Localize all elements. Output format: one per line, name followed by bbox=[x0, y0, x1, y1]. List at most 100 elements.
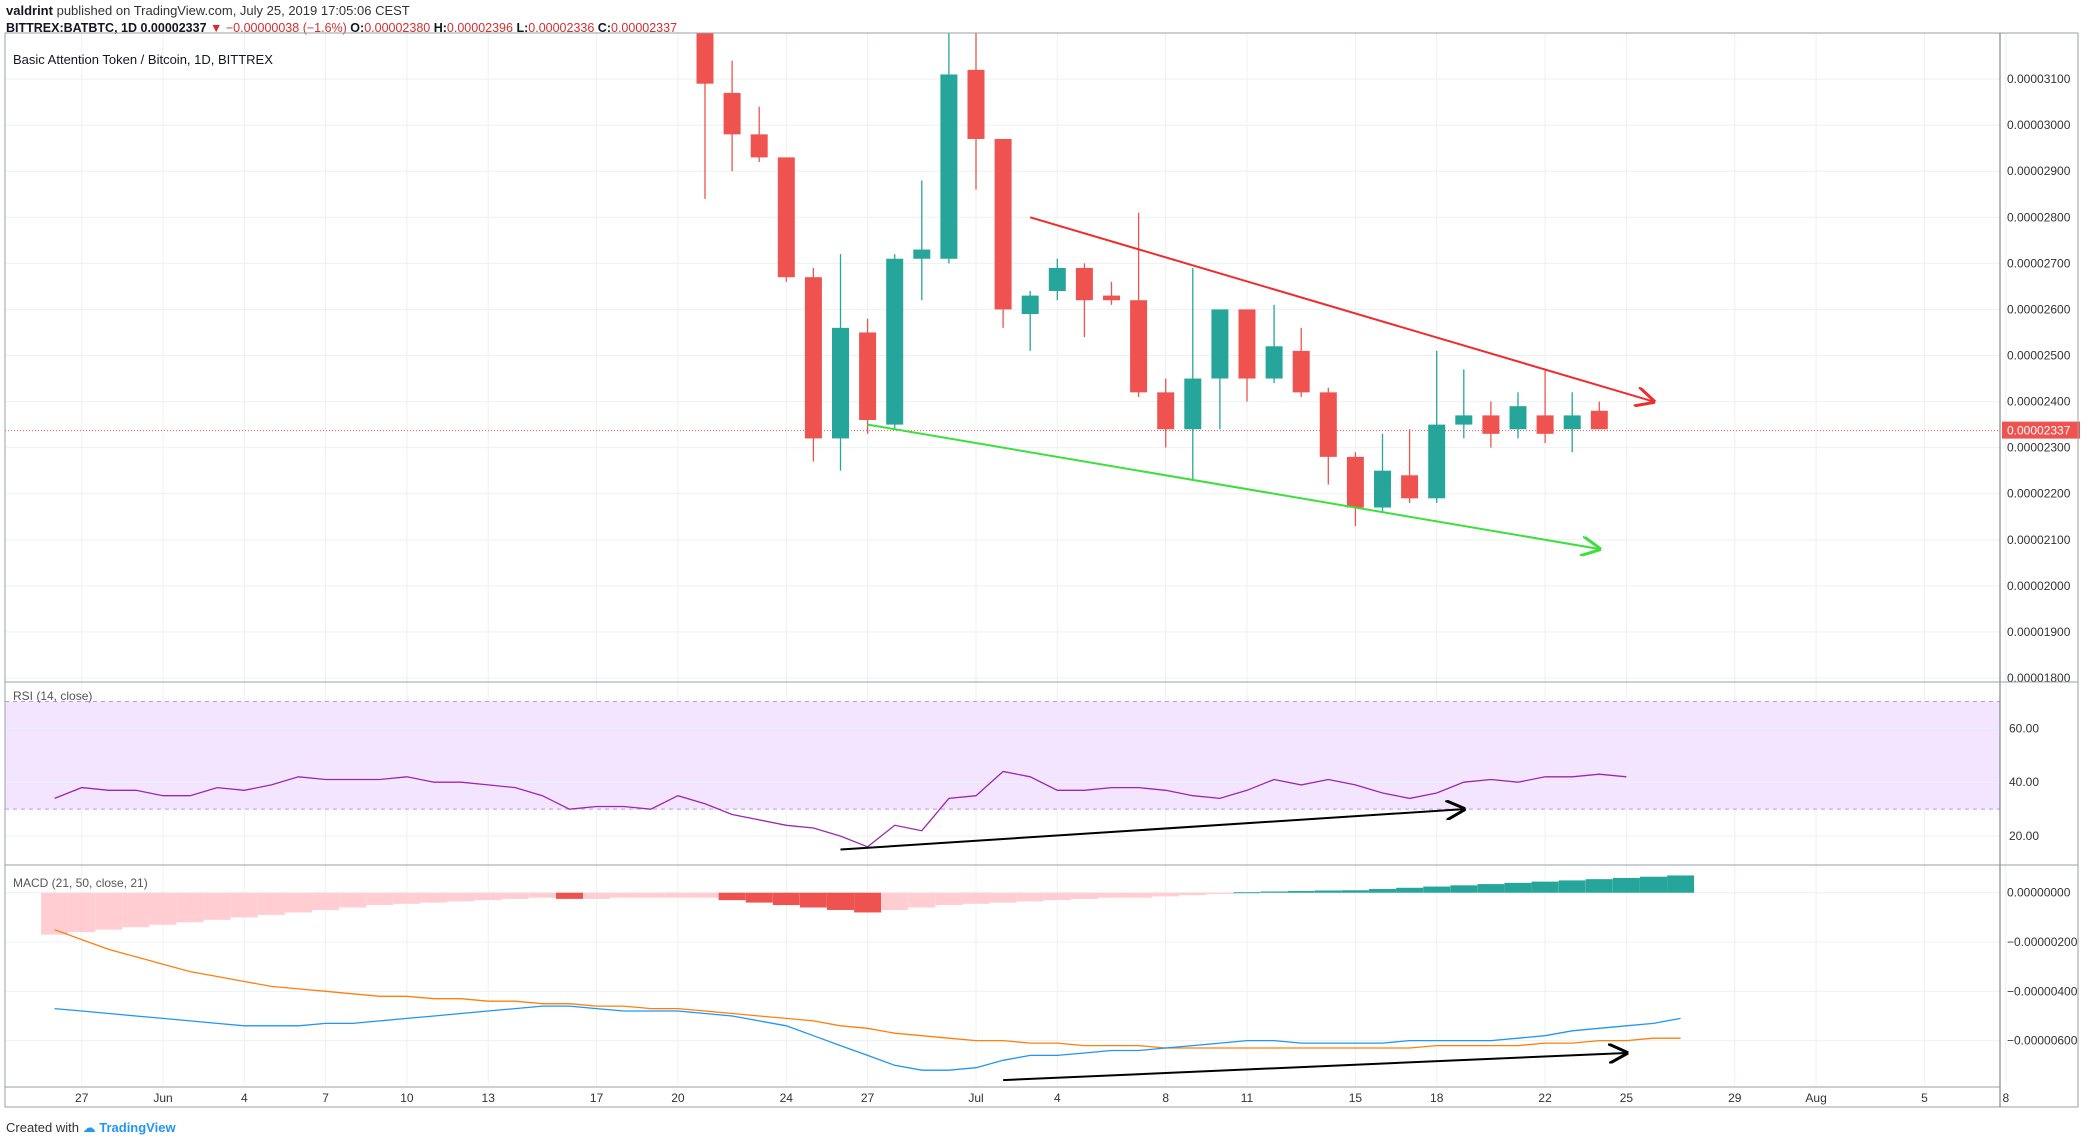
resistance-trendline[interactable] bbox=[1029, 216, 1653, 401]
macd-histogram-bar[interactable] bbox=[772, 892, 800, 906]
macd-histogram-bar[interactable] bbox=[1125, 892, 1153, 898]
macd-histogram-bar[interactable] bbox=[881, 892, 909, 910]
candle-body[interactable] bbox=[967, 69, 985, 139]
macd-histogram-bar[interactable] bbox=[935, 892, 963, 906]
macd-histogram-bar[interactable] bbox=[556, 892, 583, 899]
candle-body[interactable] bbox=[1292, 350, 1310, 393]
candle-body[interactable] bbox=[940, 74, 958, 259]
candle-body[interactable] bbox=[832, 327, 849, 439]
macd-histogram-bar[interactable] bbox=[68, 892, 96, 933]
candle-body[interactable] bbox=[1265, 346, 1283, 379]
macd-histogram-bar[interactable] bbox=[1504, 882, 1532, 893]
candle-body[interactable] bbox=[859, 332, 877, 420]
candle-body[interactable] bbox=[696, 15, 714, 84]
macd-histogram-bar[interactable] bbox=[393, 892, 421, 904]
candle-body[interactable] bbox=[886, 258, 904, 425]
candle-body[interactable] bbox=[777, 157, 795, 278]
candle-body[interactable] bbox=[1428, 424, 1446, 499]
support-trendline[interactable] bbox=[867, 423, 1600, 549]
candle-body[interactable] bbox=[1482, 415, 1500, 434]
macd-histogram-bar[interactable] bbox=[745, 892, 773, 903]
candle-body[interactable] bbox=[750, 134, 768, 158]
candle-body[interactable] bbox=[1130, 300, 1148, 393]
macd-histogram-bar[interactable] bbox=[420, 892, 448, 903]
macd-histogram-bar[interactable] bbox=[203, 892, 231, 920]
macd-line[interactable] bbox=[54, 1005, 1681, 1071]
candle-body[interactable] bbox=[1157, 392, 1175, 430]
macd-histogram-bar[interactable] bbox=[230, 892, 258, 918]
macd-histogram-bar[interactable] bbox=[854, 892, 882, 913]
macd-histogram-bar[interactable] bbox=[447, 892, 475, 902]
macd-histogram-bar[interactable] bbox=[1179, 892, 1207, 896]
macd-histogram-bar[interactable] bbox=[474, 892, 502, 901]
macd-histogram-bar[interactable] bbox=[962, 892, 990, 904]
macd-histogram-bar[interactable] bbox=[799, 892, 827, 908]
candle-body[interactable] bbox=[1075, 267, 1093, 301]
macd-histogram-bar[interactable] bbox=[989, 892, 1017, 903]
macd-histogram-bar[interactable] bbox=[257, 892, 285, 915]
macd-histogram-bar[interactable] bbox=[583, 892, 611, 899]
candle-body[interactable] bbox=[1374, 470, 1391, 508]
macd-histogram-bar[interactable] bbox=[664, 892, 692, 898]
macd-histogram-bar[interactable] bbox=[1016, 892, 1044, 902]
macd-histogram-bar[interactable] bbox=[610, 892, 638, 898]
macd-histogram-bar[interactable] bbox=[339, 892, 367, 908]
candle-body[interactable] bbox=[1238, 309, 1256, 379]
macd-histogram-bar[interactable] bbox=[1667, 875, 1695, 893]
macd-histogram-bar[interactable] bbox=[41, 892, 69, 935]
candle-body[interactable] bbox=[1021, 295, 1039, 315]
macd-histogram-bar[interactable] bbox=[366, 892, 394, 906]
macd-histogram-bar[interactable] bbox=[1206, 892, 1234, 894]
macd-histogram-bar[interactable] bbox=[312, 892, 340, 910]
tradingview-brand[interactable]: TradingView bbox=[99, 1120, 176, 1135]
macd-histogram-bar[interactable] bbox=[637, 892, 665, 898]
candle-body[interactable] bbox=[1048, 267, 1066, 291]
candle-body[interactable] bbox=[1590, 410, 1608, 430]
candle-body[interactable] bbox=[1509, 406, 1527, 430]
macd-histogram-bar[interactable] bbox=[95, 892, 123, 930]
macd-histogram-bar[interactable] bbox=[1450, 885, 1478, 893]
macd-histogram-bar[interactable] bbox=[908, 892, 936, 908]
macd-histogram-bar[interactable] bbox=[1423, 886, 1451, 893]
macd-histogram-bar[interactable] bbox=[1233, 892, 1261, 894]
macd-histogram-bar[interactable] bbox=[1640, 876, 1667, 893]
macd-histogram-bar[interactable] bbox=[1341, 890, 1369, 893]
macd-histogram-bar[interactable] bbox=[1369, 889, 1396, 893]
publisher-name[interactable]: valdrint bbox=[6, 3, 53, 18]
candle-body[interactable] bbox=[1563, 415, 1581, 430]
candle-body[interactable] bbox=[804, 277, 822, 439]
candle-body[interactable] bbox=[1455, 415, 1473, 425]
candle-body[interactable] bbox=[1211, 309, 1229, 379]
symbol-label[interactable]: BITTREX:BATBTC, 1D bbox=[6, 21, 138, 35]
candle-body[interactable] bbox=[1184, 378, 1202, 430]
macd-histogram-bar[interactable] bbox=[122, 892, 150, 928]
macd-histogram-bar[interactable] bbox=[149, 892, 177, 925]
candle-body[interactable] bbox=[1536, 415, 1554, 434]
candle-body[interactable] bbox=[913, 249, 931, 259]
candle-body[interactable] bbox=[1319, 392, 1337, 457]
macd-histogram-bar[interactable] bbox=[1558, 880, 1586, 893]
macd-histogram-bar[interactable] bbox=[501, 892, 529, 899]
macd-histogram-bar[interactable] bbox=[691, 892, 719, 898]
rsi-divergence-arrow[interactable] bbox=[840, 809, 1464, 851]
candle-body[interactable] bbox=[994, 138, 1012, 310]
rsi-line[interactable] bbox=[54, 770, 1627, 848]
macd-histogram-bar[interactable] bbox=[718, 892, 746, 901]
macd-histogram-bar[interactable] bbox=[1585, 879, 1613, 893]
macd-histogram-bar[interactable] bbox=[1070, 892, 1098, 899]
macd-histogram-bar[interactable] bbox=[1612, 877, 1640, 893]
macd-histogram-bar[interactable] bbox=[1396, 887, 1424, 893]
candle-body[interactable] bbox=[1103, 295, 1120, 301]
macd-signal-line[interactable] bbox=[54, 929, 1681, 1049]
macd-histogram-bar[interactable] bbox=[1477, 884, 1505, 893]
macd-histogram-bar[interactable] bbox=[1287, 890, 1315, 893]
macd-histogram-bar[interactable] bbox=[1098, 892, 1125, 898]
macd-histogram-bar[interactable] bbox=[176, 892, 204, 923]
macd-divergence-arrow[interactable] bbox=[1003, 1053, 1626, 1082]
macd-histogram-bar[interactable] bbox=[1043, 892, 1071, 901]
macd-histogram-bar[interactable] bbox=[1260, 891, 1288, 893]
candle-body[interactable] bbox=[723, 92, 741, 135]
macd-histogram-bar[interactable] bbox=[1314, 890, 1342, 893]
macd-histogram-bar[interactable] bbox=[528, 892, 556, 898]
